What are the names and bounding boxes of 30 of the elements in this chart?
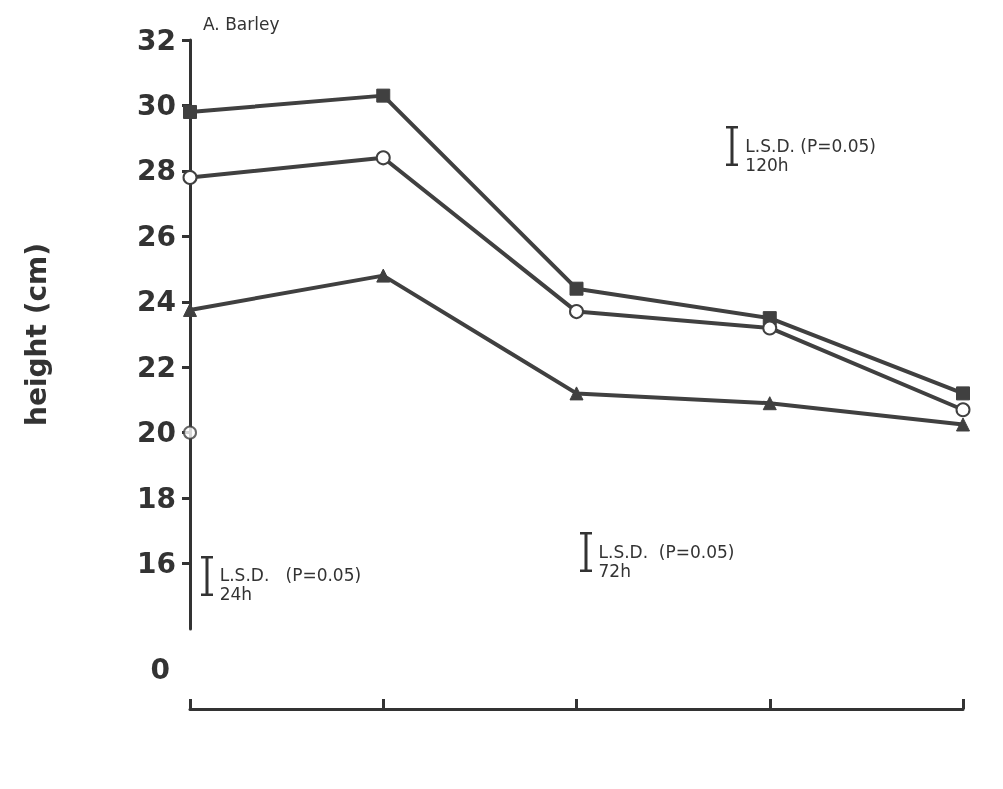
point	[183, 302, 197, 317]
y-tick-label: 18	[137, 481, 176, 515]
y-tick-label: 28	[137, 154, 176, 188]
point	[762, 396, 777, 411]
annotation: L.S.D. (P=0.05) 24h	[219, 565, 362, 605]
point	[569, 304, 584, 320]
point	[182, 169, 198, 185]
point	[569, 281, 584, 296]
y-tick-label: 30	[137, 88, 176, 122]
annotation: L.S.D. (P=0.05) 120h	[745, 135, 876, 175]
y-tick-label: 32	[137, 23, 176, 57]
point	[569, 386, 584, 401]
point	[183, 104, 197, 119]
y-axis-title: height (cm)	[19, 243, 53, 426]
y-tick-label: 24	[137, 285, 176, 319]
annotation: L.S.D. (P=0.05) 72h	[598, 541, 735, 581]
y-tick-label: 26	[137, 219, 176, 253]
point	[956, 386, 970, 401]
text: 0	[150, 652, 170, 686]
point	[376, 268, 391, 283]
point	[956, 417, 970, 432]
y-tick-label: 20	[137, 416, 176, 450]
point	[955, 402, 971, 418]
point	[183, 425, 197, 440]
chart-title: A. Barley	[203, 13, 280, 34]
point	[376, 88, 391, 103]
point	[762, 320, 778, 336]
y-tick-label: 16	[137, 547, 176, 581]
y-tick-label: 22	[137, 350, 176, 384]
point	[375, 150, 391, 166]
